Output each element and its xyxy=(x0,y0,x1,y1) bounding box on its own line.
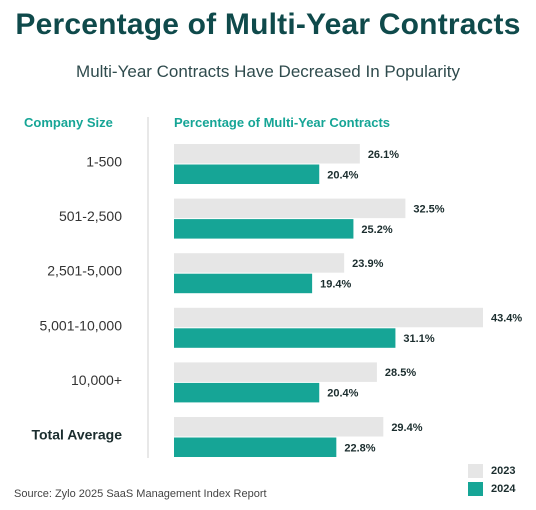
data-label-2023: 26.1% xyxy=(368,149,399,161)
legend-label-2024: 2024 xyxy=(491,483,516,495)
data-label-2023: 28.5% xyxy=(385,367,416,379)
bar-2024 xyxy=(174,164,320,184)
bar-2023 xyxy=(174,417,384,437)
chart-title: Percentage of Multi-Year Contracts xyxy=(15,8,521,41)
bar-2024 xyxy=(174,437,337,457)
legend-swatch-2023 xyxy=(468,464,483,478)
bar-2023 xyxy=(174,362,377,382)
bar-2024 xyxy=(174,328,396,348)
category-label: 5,001-10,000 xyxy=(39,317,122,333)
category-label: 10,000+ xyxy=(71,372,122,388)
percentage-header: Percentage of Multi-Year Contracts xyxy=(174,115,390,130)
bar-2024 xyxy=(174,219,354,239)
data-label-2023: 29.4% xyxy=(391,422,422,434)
legend-label-2023: 2023 xyxy=(491,465,516,477)
category-label: 1-500 xyxy=(86,154,122,170)
data-label-2023: 32.5% xyxy=(413,203,444,215)
bar-2024 xyxy=(174,273,313,294)
category-label: 501-2,500 xyxy=(59,208,122,224)
data-label-2024: 25.2% xyxy=(361,224,392,236)
company-size-header: Company Size xyxy=(24,115,113,130)
bar-2023 xyxy=(174,307,483,328)
data-label-2024: 22.8% xyxy=(344,442,375,454)
data-label-2024: 31.1% xyxy=(403,333,434,345)
legend-swatch-2024 xyxy=(468,482,483,496)
data-label-2024: 20.4% xyxy=(327,388,358,400)
source-note: Source: Zylo 2025 SaaS Management Index … xyxy=(14,488,267,500)
data-label-2024: 20.4% xyxy=(327,169,358,181)
data-label-2024: 19.4% xyxy=(320,278,351,290)
bar-2023 xyxy=(174,253,345,273)
bar-2024 xyxy=(174,382,320,403)
bar-2023 xyxy=(174,144,360,164)
category-label: 2,501-5,000 xyxy=(47,263,122,279)
bar-2023 xyxy=(174,198,406,219)
legend-item-2024: 2024 xyxy=(468,482,515,496)
data-label-2023: 43.4% xyxy=(491,313,522,325)
legend-item-2023: 2023 xyxy=(468,464,515,478)
category-label: Total Average xyxy=(31,427,122,443)
chart-subtitle: Multi-Year Contracts Have Decreased In P… xyxy=(76,62,460,81)
data-label-2023: 23.9% xyxy=(352,258,383,270)
